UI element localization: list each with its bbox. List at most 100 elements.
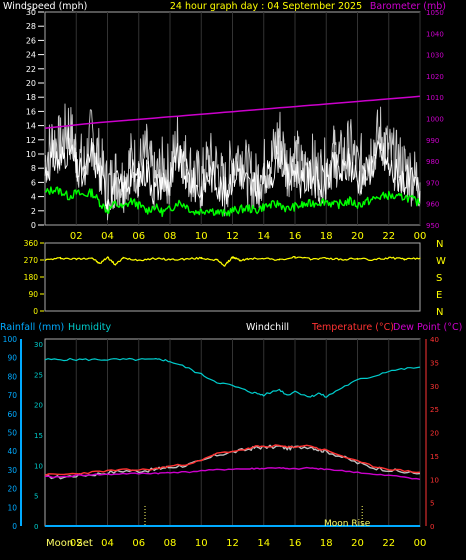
temperature-panel: 0102030405060708090100051015202530051015… xyxy=(3,335,439,549)
barometer-line xyxy=(44,95,421,130)
compass-e: E xyxy=(436,290,442,301)
baro-y-tick-990: 990 xyxy=(426,137,439,145)
dir-y-tick-270: 270 xyxy=(24,256,39,265)
chart-title: 24 hour graph day : 04 September 2025 xyxy=(170,1,362,12)
temp-x-tick-02: 02 xyxy=(70,538,83,549)
baro-y-tick-960: 960 xyxy=(426,201,439,209)
wind-x-tick-10: 10 xyxy=(195,231,208,242)
baro-y-tick-980: 980 xyxy=(426,158,439,166)
humidity-y-tick-100: 100 xyxy=(3,335,18,344)
temp-x-tick-14: 14 xyxy=(257,538,270,549)
windspeed-gust-line xyxy=(44,103,421,221)
rain-y-tick-15: 15 xyxy=(34,432,43,440)
temp-y-tick-15: 15 xyxy=(430,453,439,461)
temp-y-tick-20: 20 xyxy=(430,430,439,438)
baro-y-tick-1020: 1020 xyxy=(426,73,444,81)
temperature-axis-title: Temperature (°C) xyxy=(311,322,394,333)
temp-x-tick-22: 22 xyxy=(382,538,395,549)
wind-x-tick-00: 00 xyxy=(414,231,427,242)
wind-y-tick-28: 28 xyxy=(26,22,36,31)
wind-x-tick-06: 06 xyxy=(132,231,145,242)
rain-y-tick-5: 5 xyxy=(34,493,38,501)
moon-rise-label: Moon Rise xyxy=(324,519,371,529)
average-wind-line xyxy=(44,186,421,218)
compass-w: W xyxy=(436,256,446,267)
wind-y-tick-14: 14 xyxy=(26,122,36,131)
compass-n-top: N xyxy=(436,239,443,250)
wind-y-tick-0: 0 xyxy=(31,221,36,230)
humidity-y-tick-70: 70 xyxy=(7,391,17,400)
temp-x-tick-08: 08 xyxy=(164,538,177,549)
wind-x-tick-16: 16 xyxy=(289,231,302,242)
rain-y-tick-25: 25 xyxy=(34,371,43,379)
wind-panel: 02 4 6 8 10 12 14 16 18 20 22 24 26 28 30 950 960 970 980 9… xyxy=(26,8,444,242)
dir-y-tick-180: 180 xyxy=(24,273,39,282)
humidity-y-tick-30: 30 xyxy=(7,466,17,475)
temp-y-tick-5: 5 xyxy=(430,500,434,508)
temperature-line xyxy=(44,444,421,476)
humidity-y-tick-40: 40 xyxy=(7,447,17,456)
rain-y-tick-20: 20 xyxy=(34,402,43,410)
wind-y-tick-6: 6 xyxy=(31,178,36,187)
dewpoint-line xyxy=(44,466,421,480)
temp-x-tick-16: 16 xyxy=(289,538,302,549)
temp-y-tick-35: 35 xyxy=(430,359,439,367)
temp-x-tick-00: 00 xyxy=(414,538,427,549)
barometer-axis-title: Barometer (mb) xyxy=(370,1,446,12)
humidity-y-tick-20: 20 xyxy=(7,485,17,494)
wind-y-tick-18: 18 xyxy=(26,93,36,102)
dir-y-tick-360: 360 xyxy=(24,239,39,248)
baro-y-tick-1050: 1050 xyxy=(426,9,444,17)
temp-x-tick-10: 10 xyxy=(195,538,208,549)
humidity-y-tick-0: 0 xyxy=(12,522,17,531)
rainfall-axis-title: Rainfall (mm) xyxy=(0,322,64,333)
direction-panel: 0 90 180 270 360 xyxy=(24,239,421,316)
wind-y-tick-26: 26 xyxy=(26,36,36,45)
wind-y-tick-10: 10 xyxy=(26,150,36,159)
wind-x-tick-08: 08 xyxy=(164,231,177,242)
temp-x-tick-04: 04 xyxy=(101,538,114,549)
moon-set-label: Moon Set xyxy=(46,538,93,549)
humidity-axis-title: Humidity xyxy=(68,322,111,333)
temp-y-tick-10: 10 xyxy=(430,476,439,484)
wind-y-tick-22: 22 xyxy=(26,65,36,74)
rain-y-tick-0: 0 xyxy=(34,523,38,531)
wind-y-tick-12: 12 xyxy=(26,136,36,145)
wind-x-tick-22: 22 xyxy=(382,231,395,242)
baro-y-tick-1000: 1000 xyxy=(426,116,444,124)
direction-panel-frame xyxy=(44,242,421,312)
wind-direction-line xyxy=(44,256,421,267)
wind-x-tick-02: 02 xyxy=(70,231,83,242)
wind-y-tick-4: 4 xyxy=(31,193,36,202)
dir-y-tick-90: 90 xyxy=(28,290,38,299)
wind-y-tick-30: 30 xyxy=(26,8,36,17)
baro-y-tick-970: 970 xyxy=(426,179,439,187)
rain-y-tick-30: 30 xyxy=(34,341,43,349)
wind-x-tick-14: 14 xyxy=(257,231,270,242)
wind-y-tick-24: 24 xyxy=(26,51,36,60)
baro-y-tick-950: 950 xyxy=(426,222,439,230)
temp-x-tick-20: 20 xyxy=(351,538,364,549)
compass-s: S xyxy=(436,273,442,284)
dir-y-tick-0: 0 xyxy=(33,307,38,316)
windspeed-axis-title: Windspeed (mph) xyxy=(3,1,87,12)
windchill-legend: Windchill xyxy=(246,322,289,333)
baro-y-tick-1030: 1030 xyxy=(426,52,444,60)
temp-y-tick-25: 25 xyxy=(430,406,439,414)
temp-x-tick-06: 06 xyxy=(132,538,145,549)
wind-x-tick-12: 12 xyxy=(226,231,239,242)
baro-y-tick-1010: 1010 xyxy=(426,94,444,102)
wind-x-tick-04: 04 xyxy=(101,231,114,242)
humidity-y-tick-10: 10 xyxy=(7,503,17,512)
humidity-y-tick-60: 60 xyxy=(7,410,17,419)
wind-y-tick-16: 16 xyxy=(26,107,36,116)
wind-x-tick-20: 20 xyxy=(351,231,364,242)
humidity-line xyxy=(44,357,421,398)
wind-x-tick-18: 18 xyxy=(320,231,333,242)
dewpoint-axis-title: Dew Point (°C) xyxy=(393,322,462,333)
wind-y-tick-8: 8 xyxy=(31,164,36,173)
humidity-y-tick-50: 50 xyxy=(7,429,17,438)
temp-y-tick-0: 0 xyxy=(430,523,434,531)
